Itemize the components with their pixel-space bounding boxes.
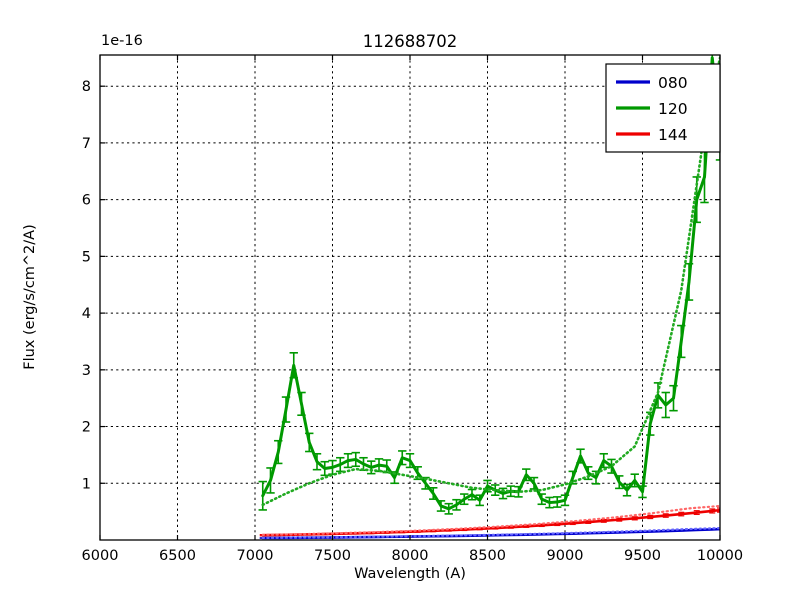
gridlines [100, 55, 720, 540]
legend-label-144: 144 [658, 126, 688, 144]
x-tick-label: 10000 [697, 548, 743, 564]
series-120-model [261, 56, 720, 507]
series-line [261, 56, 720, 511]
y-tick-label: 8 [82, 79, 91, 95]
x-tick-label: 9500 [624, 548, 661, 564]
legend-label-080: 080 [658, 74, 688, 92]
y-tick-label: 2 [82, 420, 91, 436]
data-series-layer [258, 55, 720, 540]
y-tick-label: 3 [82, 363, 91, 379]
legend-item-080[interactable]: 080 [616, 74, 688, 92]
y-tick-label: 6 [82, 193, 91, 209]
x-tick-label: 6500 [159, 548, 196, 564]
legend-item-144[interactable]: 144 [616, 126, 688, 144]
x-tick-label: 7500 [314, 548, 351, 564]
axis-ticks: 6000 6500 7000 7500 8000 8500 9000 9500 10000 1 2 3… [82, 55, 743, 564]
page-title: 112688702 [363, 32, 457, 51]
x-tick-label: 8500 [469, 548, 506, 564]
series-line-dotted [261, 56, 720, 507]
y-tick-label: 7 [82, 136, 91, 152]
series-080-model [261, 526, 720, 539]
y-tick-label: 4 [82, 306, 91, 322]
x-axis-label: Wavelength (A) [354, 566, 466, 582]
legend[interactable]: 080 120 144 [605, 63, 721, 153]
series-144-model [261, 504, 720, 536]
legend-label-120: 120 [658, 100, 688, 118]
y-axis-offset-label: 1e-16 [101, 33, 143, 49]
series-line-dotted [261, 504, 720, 536]
y-axis-label: Flux (erg/s/cm^2/A) [22, 224, 38, 370]
x-tick-label: 8000 [392, 548, 429, 564]
series-line-dotted [261, 526, 720, 539]
y-tick-label: 5 [82, 249, 91, 265]
x-tick-label: 6000 [82, 548, 119, 564]
y-tick-label: 1 [82, 476, 91, 492]
x-tick-label: 9000 [547, 548, 584, 564]
x-tick-label: 7000 [237, 548, 274, 564]
legend-item-120[interactable]: 120 [616, 100, 688, 118]
